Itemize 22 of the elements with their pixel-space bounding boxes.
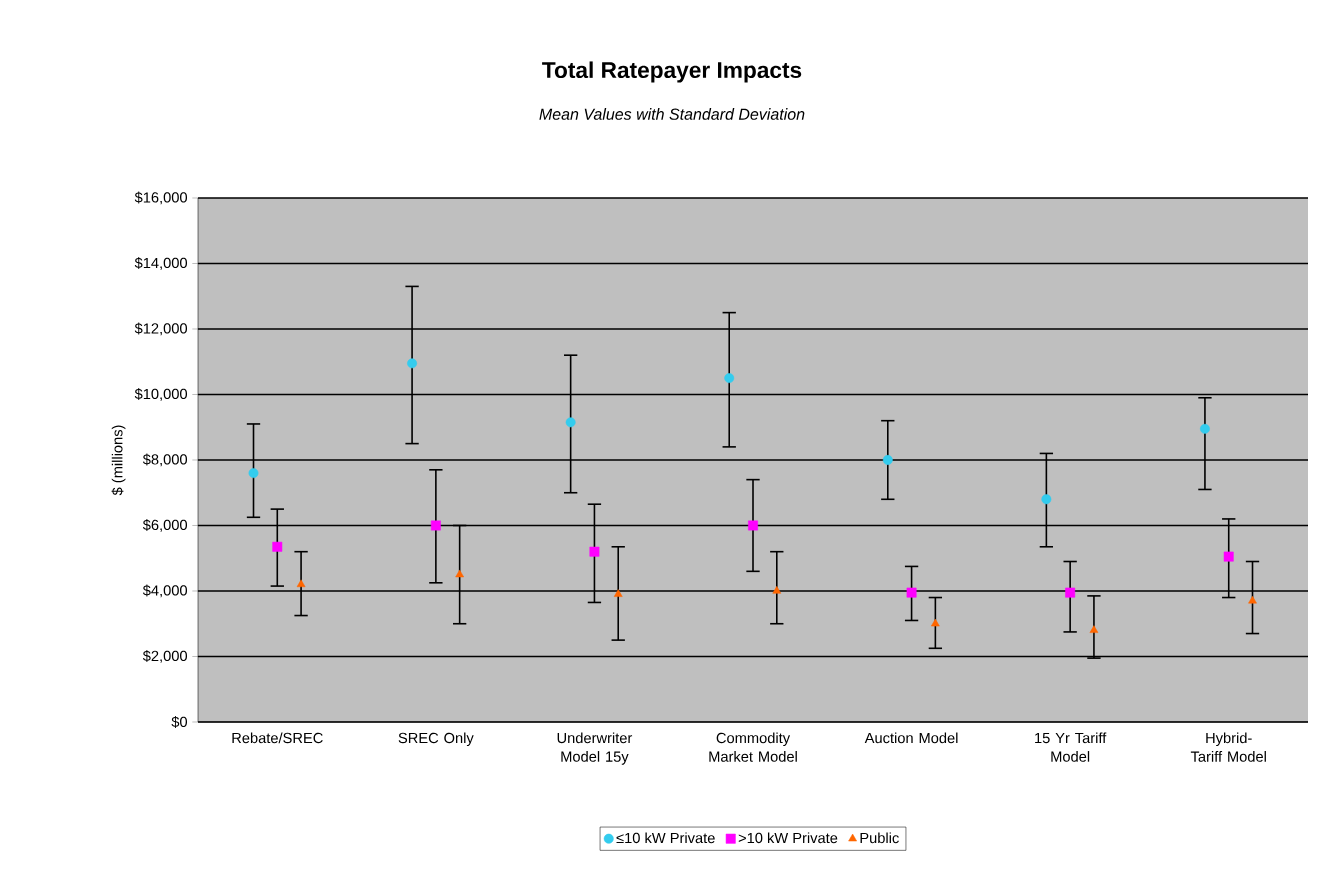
- y-tick-label: $8,000: [142, 453, 188, 467]
- y-tick-label: $6,000: [142, 519, 188, 532]
- y-tick-label: $14,000: [134, 257, 188, 270]
- y-tick-label: $2,000: [142, 650, 188, 663]
- chart-title: Total Ratepayer Impacts: [542, 61, 802, 83]
- legend-label: Public: [860, 832, 899, 844]
- y-tick-label: $4,000: [142, 584, 188, 598]
- x-tick-label: SREC Only: [398, 732, 474, 747]
- x-tick-label: Commodity Market Model: [709, 732, 797, 762]
- x-tick-label: Underwriter Model 15y: [557, 732, 633, 765]
- x-tick-label: Hybrid-Tariff Model: [1190, 732, 1266, 762]
- x-tick-label: Auction Model: [864, 732, 958, 744]
- y-tick-label: $16,000: [134, 191, 188, 205]
- chart-subtitle: Mean Values with Standard Deviation: [539, 108, 805, 120]
- y-tick-label: $0: [171, 716, 188, 728]
- y-tick-label: $10,000: [134, 388, 188, 401]
- legend-label: >10 kW Private: [738, 832, 838, 844]
- x-tick-label: 15 Yr Tariff Model: [1035, 732, 1107, 762]
- x-tick-label: Rebate/SREC: [232, 732, 323, 744]
- y-axis-title: $ (millions): [111, 425, 126, 496]
- legend-label: ≤10 kW Private: [616, 832, 715, 844]
- y-tick-label: $12,000: [134, 322, 188, 336]
